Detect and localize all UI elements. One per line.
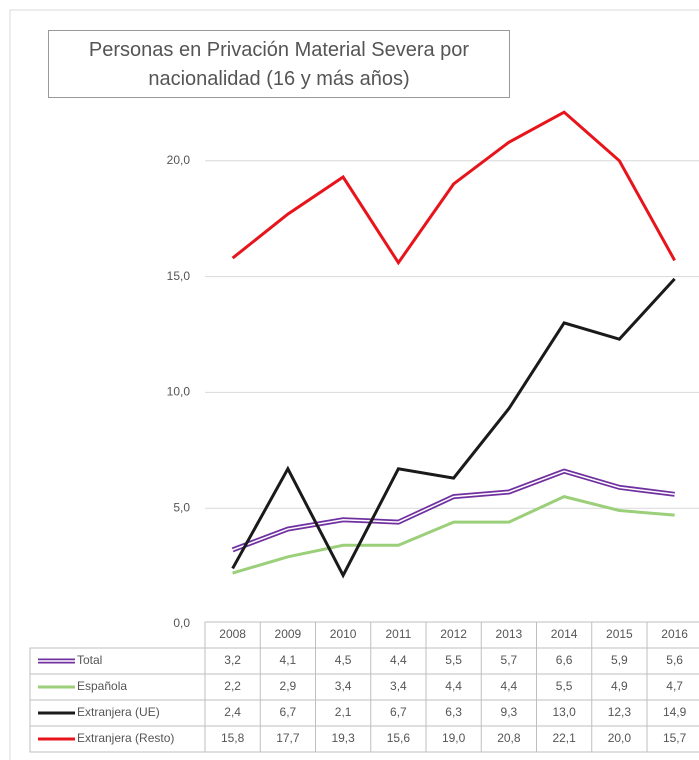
table-cell: 6,7 [390, 705, 407, 719]
table-cell: 5,5 [445, 653, 462, 667]
table-cell: 3,4 [335, 679, 352, 693]
series-line [232, 495, 675, 575]
table-cell: 9,3 [501, 705, 518, 719]
y-tick-label: 5,0 [173, 500, 190, 514]
table-cell: 19,3 [331, 731, 355, 745]
legend-label: Extranjera (UE) [77, 705, 160, 719]
table-cell: 3,2 [224, 653, 241, 667]
table-cell: 5,5 [556, 679, 573, 693]
table-cell: 2,2 [224, 679, 241, 693]
table-cell: 4,7 [666, 679, 683, 693]
series-line-inner [232, 470, 675, 551]
x-tick-label: 2013 [496, 627, 523, 641]
y-tick-label: 10,0 [167, 385, 191, 399]
table-cell: 17,7 [276, 731, 300, 745]
table-cell: 14,9 [663, 705, 687, 719]
legend-label: Total [77, 653, 102, 667]
x-tick-label: 2016 [661, 627, 688, 641]
series-line [231, 110, 676, 266]
x-tick-label: 2012 [440, 627, 467, 641]
table-cell: 12,3 [608, 705, 632, 719]
table-cell: 15,7 [663, 731, 687, 745]
table-cell: 4,9 [611, 679, 628, 693]
x-tick-label: 2008 [219, 627, 246, 641]
table-cell: 2,1 [335, 705, 352, 719]
series-line [231, 468, 675, 553]
table-cell: 19,0 [442, 731, 466, 745]
table-cell: 2,4 [224, 705, 241, 719]
table-cell: 4,1 [280, 653, 297, 667]
table-cell: 6,7 [280, 705, 297, 719]
table-cell: 15,8 [221, 731, 245, 745]
table-cell: 13,0 [552, 705, 576, 719]
legend-label: Extranjera (Resto) [77, 731, 174, 745]
chart-frame [9, 9, 699, 760]
table-cell: 6,3 [445, 705, 462, 719]
table-cell: 5,7 [501, 653, 518, 667]
table-cell: 15,6 [387, 731, 411, 745]
table-cell: 4,4 [501, 679, 518, 693]
table-cell: 6,6 [556, 653, 573, 667]
table-cell: 5,6 [666, 653, 683, 667]
series-line [231, 277, 676, 579]
table-cell: 4,4 [390, 653, 407, 667]
table-cell: 5,9 [611, 653, 628, 667]
x-tick-label: 2009 [275, 627, 302, 641]
table-cell: 20,8 [497, 731, 521, 745]
table-cell: 4,5 [335, 653, 352, 667]
y-tick-label: 20,0 [167, 153, 191, 167]
y-tick-label: 0,0 [173, 616, 190, 630]
table-cell: 4,4 [445, 679, 462, 693]
x-tick-label: 2010 [330, 627, 357, 641]
chart-title: Personas en Privación Material Severa po… [48, 30, 510, 98]
table-cell: 20,0 [608, 731, 632, 745]
table-cell: 3,4 [390, 679, 407, 693]
x-tick-label: 2011 [385, 627, 411, 641]
y-tick-label: 15,0 [167, 269, 191, 283]
table-cell: 2,9 [280, 679, 297, 693]
x-tick-label: 2014 [551, 627, 578, 641]
table-cell: 22,1 [552, 731, 576, 745]
legend-label: Española [77, 679, 127, 693]
x-tick-label: 2015 [606, 627, 633, 641]
